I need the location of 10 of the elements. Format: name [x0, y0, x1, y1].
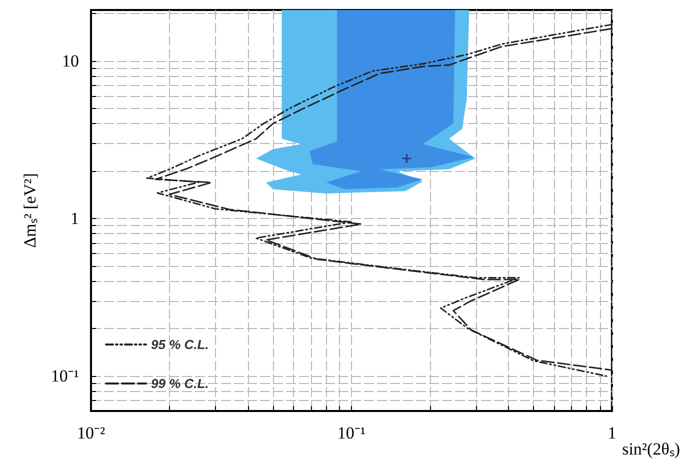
x-tick-label: 10⁻¹ — [337, 424, 366, 442]
y-tick-label: 10⁻¹ — [50, 366, 79, 386]
legend-label: 95 % C.L. — [151, 337, 209, 352]
y-tick-label: 1 — [70, 208, 79, 228]
y-tick-label: 10 — [62, 51, 79, 70]
y-axis-title: Δmₛ² [eV²] — [20, 173, 40, 248]
x-axis-title: sin²(2θₛ) — [622, 440, 680, 458]
legend-label: 99 % C.L. — [151, 376, 209, 391]
x-tick-label: 1 — [608, 424, 616, 442]
x-tick-label: 10⁻² — [76, 424, 106, 442]
